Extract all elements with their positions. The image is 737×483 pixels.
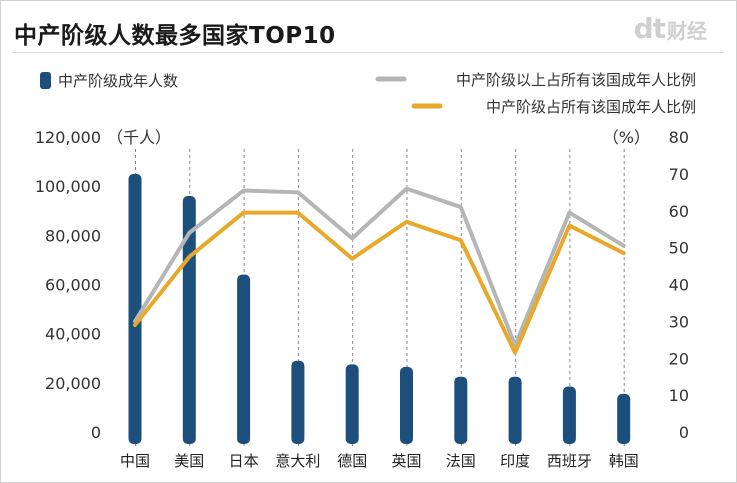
- right-axis-tick: 40: [669, 276, 689, 295]
- bar-意大利: [291, 360, 305, 444]
- line-series-gold: [133, 210, 626, 355]
- category-label: 西班牙: [547, 452, 592, 470]
- category-label: 美国: [174, 452, 204, 470]
- right-axis-tick: 10: [669, 386, 689, 405]
- bar-西班牙: [562, 386, 576, 444]
- left-axis-tick: 20,000: [45, 374, 101, 393]
- category-label: 韩国: [609, 452, 639, 470]
- left-axis-tick: 0: [91, 423, 101, 442]
- category-label: 法国: [446, 452, 476, 470]
- category-label: 英国: [391, 452, 421, 470]
- chart-title: 中产阶级人数最多国家TOP10: [14, 23, 336, 49]
- legend-gold-line-label: 中产阶级占所有该国成年人比例: [486, 98, 696, 116]
- bar-印度: [508, 376, 522, 444]
- right-axis-tick: 80: [669, 128, 689, 147]
- brand-logo: dt 财经: [634, 12, 707, 45]
- bar-中国: [128, 173, 142, 444]
- left-axis-tick: 60,000: [45, 276, 101, 295]
- category-label: 日本: [229, 452, 259, 470]
- title-divider: [12, 52, 724, 53]
- right-axis-tick: 0: [679, 423, 689, 442]
- right-axis-tick: 20: [669, 349, 689, 368]
- left-axis-unit: （千人）: [107, 128, 171, 147]
- right-axis-unit: （%）: [603, 128, 650, 147]
- bar-韩国: [617, 393, 631, 444]
- legend-bar-label: 中产阶级成年人数: [58, 72, 178, 90]
- category-label: 意大利: [275, 452, 320, 470]
- right-axis-tick: 70: [669, 165, 689, 184]
- right-axis-tick: 50: [669, 239, 689, 258]
- right-axis-tick: 60: [669, 202, 689, 221]
- bar-日本: [237, 274, 251, 444]
- legend-bar-swatch: [40, 72, 51, 89]
- bar-法国: [454, 376, 468, 444]
- category-label: 印度: [500, 452, 530, 470]
- left-axis-tick: 100,000: [35, 177, 101, 196]
- left-axis-tick: 120,000: [35, 128, 101, 147]
- category-label: 德国: [337, 452, 367, 470]
- legend-grey-line-label: 中产阶级以上占所有该国成年人比例: [456, 71, 696, 89]
- logo-name: 财经: [667, 19, 707, 43]
- bar-德国: [345, 364, 359, 444]
- category-label: 中国: [120, 452, 150, 470]
- bar-英国: [400, 366, 413, 444]
- left-axis-tick: 80,000: [45, 226, 101, 245]
- line-series-grey: [133, 186, 626, 348]
- left-axis-tick: 40,000: [45, 325, 101, 344]
- right-axis-tick: 30: [669, 312, 689, 331]
- logo-mark: dt: [633, 12, 666, 45]
